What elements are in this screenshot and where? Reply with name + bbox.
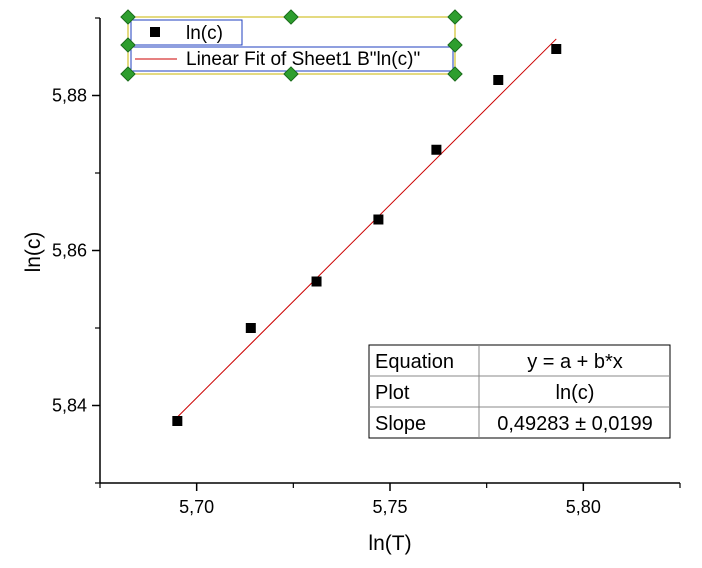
x-axis-title: ln(T): [368, 532, 411, 555]
fit-layer: [176, 38, 557, 418]
handle-bottom-left[interactable]: [120, 66, 136, 82]
x-tick-label: 5,80: [566, 497, 601, 517]
x-tick-label: 5,70: [179, 497, 214, 517]
stats-label-plot: Plot: [375, 382, 410, 404]
stats-value-slope: 0,49283 ± 0,0199: [497, 413, 653, 435]
handle-bottom-mid[interactable]: [283, 66, 299, 82]
stats-table: Equation y = a + b*x Plot ln(c) Slope 0,…: [368, 344, 671, 439]
data-point: [172, 416, 183, 426]
data-point: [431, 144, 442, 155]
y-tick-label: 5,88: [52, 86, 87, 106]
legend-selection-handles[interactable]: [120, 9, 463, 82]
stats-value-equation: y = a + b*x: [527, 351, 623, 373]
data-point: [493, 75, 504, 85]
stats-label-equation: Equation: [375, 351, 454, 373]
stats-table-frame: [368, 344, 671, 439]
y-tick-label: 5,86: [52, 241, 87, 261]
legend-entry-1-box: [130, 19, 243, 46]
stats-value-plot: ln(c): [556, 382, 595, 404]
y-axis-title: ln(c): [22, 232, 45, 273]
stats-label-slope: Slope: [375, 413, 426, 435]
handle-bottom-right[interactable]: [447, 66, 463, 82]
points-layer: [172, 44, 562, 426]
data-point: [551, 44, 562, 54]
legend-marker-square: [150, 27, 160, 37]
handle-mid-left[interactable]: [120, 37, 136, 53]
y-tick-label: 5,84: [52, 396, 87, 416]
data-point: [373, 214, 384, 225]
x-ticks: 5,70 5,75 5,80: [99, 483, 681, 517]
legend[interactable]: ln(c) Linear Fit of Sheet1 B"ln(c)": [120, 9, 463, 82]
y-ticks: 5,84 5,86 5,88: [52, 17, 100, 484]
handle-top-mid[interactable]: [283, 9, 299, 25]
handle-top-left[interactable]: [120, 9, 136, 25]
legend-label-data: ln(c): [186, 23, 223, 44]
linear-fit-line: [176, 38, 557, 418]
legend-label-fit: Linear Fit of Sheet1 B"ln(c)": [186, 49, 420, 70]
data-point: [311, 276, 322, 287]
data-point: [245, 323, 256, 333]
handle-mid-right[interactable]: [447, 37, 463, 53]
handle-top-right[interactable]: [447, 9, 463, 25]
x-tick-label: 5,75: [372, 497, 407, 517]
